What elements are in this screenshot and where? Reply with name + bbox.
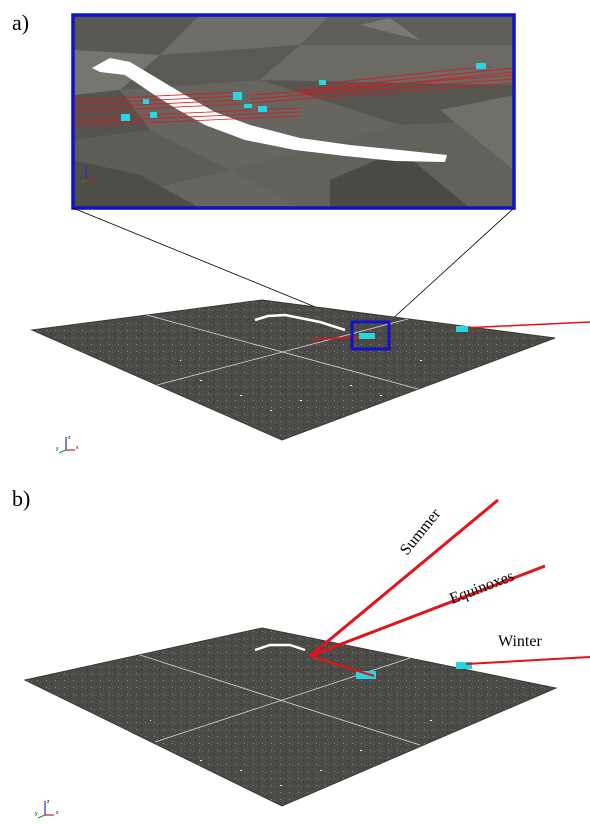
terrain-overview-b xyxy=(23,627,558,807)
ray-lines-zoom xyxy=(73,65,514,127)
axis-label-x: x xyxy=(76,445,79,451)
terrain-overview-a xyxy=(30,299,590,441)
connector-left xyxy=(72,207,353,323)
equinoxes-ray xyxy=(309,564,546,658)
river xyxy=(92,58,447,162)
equinoxes-label: Equinoxes xyxy=(447,568,516,608)
summer-ray xyxy=(309,498,499,658)
axis-triad-a: z x y xyxy=(56,435,79,454)
axis-label-y: y xyxy=(56,446,59,452)
panel-a-label: a) xyxy=(12,10,30,35)
axis-label-x: x xyxy=(56,810,59,816)
axis-label-z: z xyxy=(68,435,71,441)
zoom-frame xyxy=(71,13,516,210)
axis-label-y: y xyxy=(35,811,38,817)
highlight-box xyxy=(350,320,391,351)
axis-triad-b: z x y xyxy=(35,799,59,819)
zoom-inset xyxy=(71,13,516,210)
winter-ray-local xyxy=(309,655,375,677)
axis-triad-zoom xyxy=(80,166,95,184)
connector-right xyxy=(388,207,515,323)
axis-label-z: z xyxy=(47,799,50,805)
panel-b-label: b) xyxy=(12,486,31,511)
sun-rays xyxy=(309,498,590,677)
buildings-zoom xyxy=(121,63,486,121)
winter-ray xyxy=(465,656,590,665)
winter-label: Winter xyxy=(498,633,542,650)
